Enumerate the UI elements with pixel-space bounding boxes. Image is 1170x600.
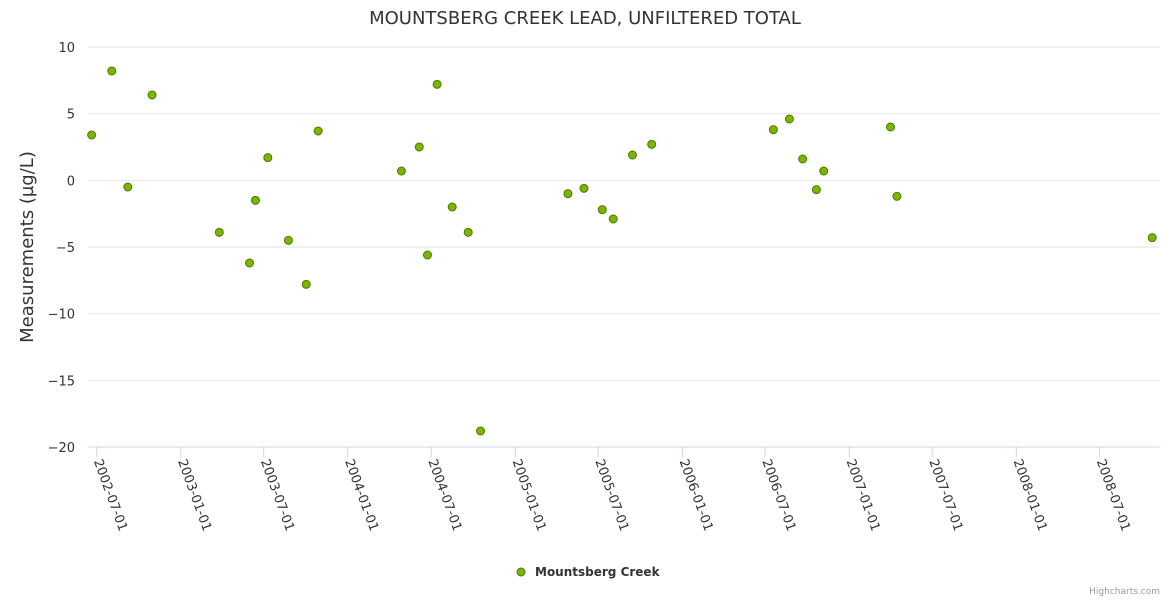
y-axis-label: Measurements (µg/L) xyxy=(17,151,38,343)
x-tick-label: 2005-01-01 xyxy=(509,457,549,533)
x-tick-label: 2003-01-01 xyxy=(174,457,214,533)
data-point[interactable] xyxy=(892,191,902,201)
data-point[interactable] xyxy=(245,258,255,268)
data-point[interactable] xyxy=(87,130,97,140)
x-tick-label: 2008-07-01 xyxy=(1093,457,1133,533)
data-point[interactable] xyxy=(886,122,896,132)
data-point[interactable] xyxy=(579,183,589,193)
y-tick-label: 10 xyxy=(58,41,75,56)
data-point[interactable] xyxy=(214,227,224,237)
data-point[interactable] xyxy=(608,214,618,224)
data-point[interactable] xyxy=(597,205,607,215)
data-point[interactable] xyxy=(798,154,808,164)
x-tick-label: 2002-07-01 xyxy=(90,457,130,533)
data-point[interactable] xyxy=(768,125,778,135)
x-tick-label: 2007-07-01 xyxy=(925,457,965,533)
x-tick-label: 2006-01-01 xyxy=(676,457,716,533)
data-point[interactable] xyxy=(422,250,432,260)
data-point[interactable] xyxy=(250,195,260,205)
data-point[interactable] xyxy=(819,166,829,176)
y-tick-label: −15 xyxy=(48,374,75,389)
y-axis-ticks: 10 5 0 −5 −10 −15 −20 xyxy=(48,41,75,456)
x-tick-label: 2004-07-01 xyxy=(424,457,464,533)
data-point[interactable] xyxy=(396,166,406,176)
data-point[interactable] xyxy=(147,90,157,100)
data-point[interactable] xyxy=(463,227,473,237)
legend-item[interactable]: Mountsberg Creek xyxy=(516,565,661,579)
y-tick-label: 5 xyxy=(67,108,75,123)
credits-link[interactable]: Highcharts.com xyxy=(1089,587,1160,597)
y-tick-label: −5 xyxy=(56,241,75,256)
data-point[interactable] xyxy=(301,279,311,289)
legend-label[interactable]: Mountsberg Creek xyxy=(535,565,661,579)
chart-title: MOUNTSBERG CREEK LEAD, UNFILTERED TOTAL xyxy=(369,8,801,29)
data-point[interactable] xyxy=(1147,233,1157,243)
data-point[interactable] xyxy=(627,150,637,160)
data-point[interactable] xyxy=(313,126,323,136)
data-point[interactable] xyxy=(123,182,133,192)
y-tick-label: −20 xyxy=(48,441,75,456)
data-point[interactable] xyxy=(447,202,457,212)
x-tick-label: 2003-07-01 xyxy=(257,457,297,533)
x-tick-label: 2005-07-01 xyxy=(591,457,631,533)
data-point[interactable] xyxy=(811,185,821,195)
x-axis-ticks: 2002-07-01 2003-01-01 2003-07-01 2004-01-01… xyxy=(90,447,1133,533)
data-point[interactable] xyxy=(107,66,117,76)
x-tick-label: 2004-01-01 xyxy=(341,457,381,533)
y-tick-label: 0 xyxy=(67,174,75,189)
data-point[interactable] xyxy=(784,114,794,124)
data-point[interactable] xyxy=(263,153,273,163)
legend-marker-icon xyxy=(516,567,526,577)
data-point[interactable] xyxy=(563,189,573,199)
data-points xyxy=(87,66,1157,436)
y-tick-label: −10 xyxy=(48,308,75,323)
x-tick-label: 2006-07-01 xyxy=(758,457,798,533)
data-point[interactable] xyxy=(414,142,424,152)
data-point[interactable] xyxy=(647,139,657,149)
data-point[interactable] xyxy=(432,79,442,89)
data-point[interactable] xyxy=(476,426,486,436)
grid xyxy=(88,46,1160,448)
x-tick-label: 2008-01-01 xyxy=(1010,457,1050,533)
x-tick-label: 2007-01-01 xyxy=(843,457,883,533)
data-point[interactable] xyxy=(283,235,293,245)
